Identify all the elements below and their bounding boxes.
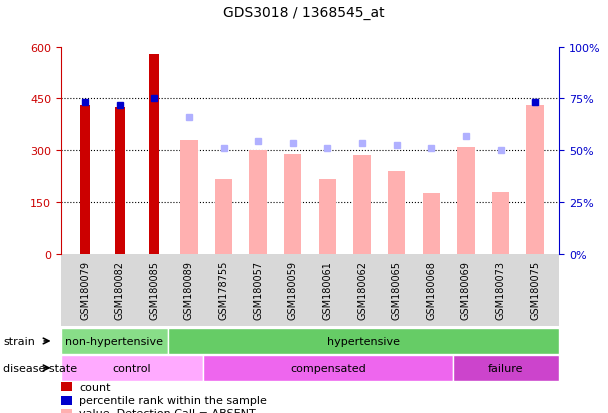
Bar (457, 147, 474, 254)
Text: strain: strain (3, 336, 35, 346)
Text: compensated: compensated (290, 363, 366, 373)
Bar (150, 55, 159, 254)
Text: percentile rank within the sample: percentile rank within the sample (79, 395, 267, 405)
Bar (353, 156, 371, 254)
Text: non-hypertensive: non-hypertensive (65, 336, 163, 346)
Bar (215, 180, 232, 254)
Text: value, Detection Call = ABSENT: value, Detection Call = ABSENT (79, 408, 256, 413)
Text: failure: failure (488, 363, 523, 373)
Bar (249, 151, 267, 254)
Bar (80, 106, 90, 254)
Text: control: control (112, 363, 151, 373)
Bar (115, 108, 125, 254)
Text: count: count (79, 382, 111, 392)
Bar (423, 194, 440, 254)
Bar (180, 141, 198, 254)
Bar (492, 192, 509, 254)
Bar (527, 106, 544, 254)
Text: disease state: disease state (3, 363, 77, 373)
Text: hypertensive: hypertensive (327, 336, 400, 346)
Bar (388, 171, 406, 254)
Text: GDS3018 / 1368545_at: GDS3018 / 1368545_at (223, 6, 385, 20)
Bar (284, 154, 302, 254)
Bar (319, 180, 336, 254)
